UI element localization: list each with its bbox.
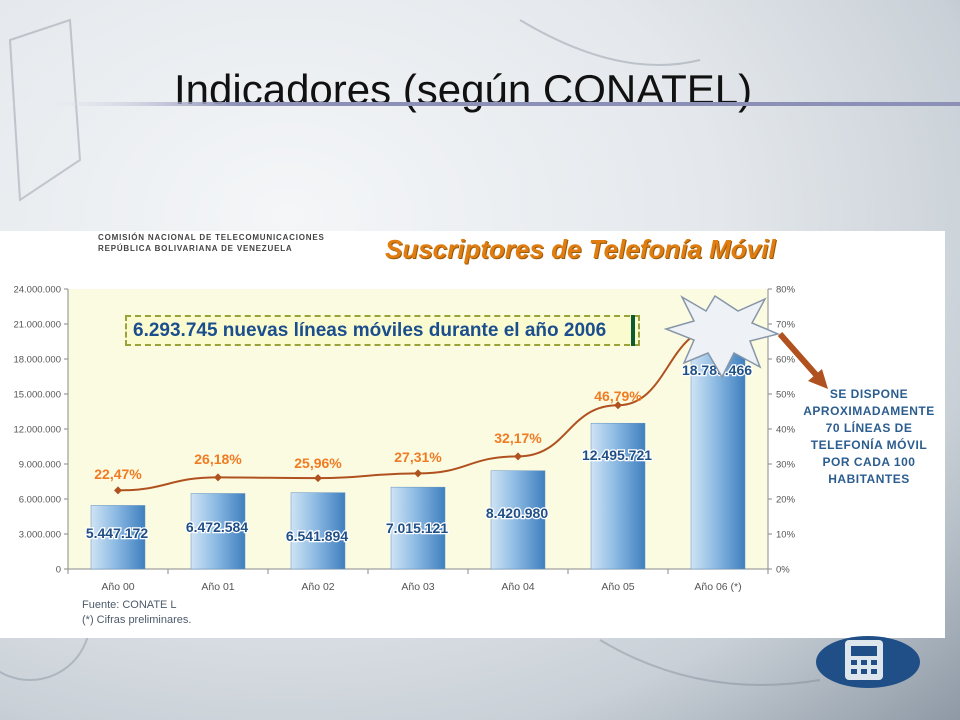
y-tick-label: 24.000.000 — [13, 285, 61, 296]
bar — [590, 422, 646, 570]
side-note-line: TELEFONÍA MÓVIL — [810, 438, 928, 452]
y-tick-label: 9.000.000 — [19, 460, 61, 471]
side-note-line: APROXIMADAMENTE — [803, 404, 935, 418]
title-underline — [0, 102, 960, 106]
side-note-line: HABITANTES — [828, 472, 910, 486]
org-line-2: REPÚBLICA BOLIVARIANA DE VENEZUELA — [98, 244, 293, 253]
x-tick-label: Año 04 — [501, 581, 534, 593]
y2-tick-label: 20% — [776, 495, 796, 506]
y2-tick-label: 0% — [776, 565, 790, 576]
phone-logo-icon — [816, 636, 920, 688]
x-tick-label: Año 01 — [201, 581, 234, 593]
percentage-label: 25,96% — [294, 455, 342, 471]
x-tick-label: Año 05 — [601, 581, 634, 593]
y2-tick-label: 70% — [776, 320, 796, 331]
line-marker — [314, 474, 322, 483]
percentage-label: 22,47% — [94, 466, 142, 482]
bar-value-label: 6.541.894 — [286, 528, 348, 544]
bar-value-label: 12.495.721 — [582, 447, 652, 463]
bar — [690, 349, 746, 570]
percentage-label: 46,79% — [594, 388, 642, 404]
y-tick-label: 3.000.000 — [19, 530, 61, 541]
side-note: SE DISPONE APROXIMADAMENTE 70 LÍNEAS DE … — [788, 386, 950, 488]
x-tick-label: Año 03 — [401, 581, 434, 593]
side-note-line: SE DISPONE — [829, 387, 909, 401]
bar — [490, 470, 546, 570]
line-marker — [614, 401, 622, 410]
y-tick-label: 0 — [56, 565, 61, 576]
chart-title: Suscriptores de Telefonía Móvil — [385, 234, 776, 264]
side-note-line: POR CADA 100 — [822, 455, 916, 469]
bar-value-label: 8.420.980 — [486, 505, 548, 521]
line-marker — [214, 473, 222, 482]
y2-tick-label: 40% — [776, 425, 796, 436]
y-tick-label: 18.000.000 — [13, 355, 61, 366]
y-tick-label: 12.000.000 — [13, 425, 61, 436]
y2-tick-label: 50% — [776, 390, 796, 401]
bar — [90, 505, 146, 570]
x-tick-label: Año 00 — [101, 581, 134, 593]
callout-marker — [631, 315, 635, 346]
line-marker — [514, 452, 522, 461]
source-footnote: (*) Cifras preliminares. — [82, 614, 192, 626]
bar — [290, 492, 346, 570]
source-line: Fuente: CONATE L — [82, 599, 177, 611]
y2-tick-label: 10% — [776, 530, 796, 541]
y-tick-label: 15.000.000 — [13, 390, 61, 401]
y-tick-label: 21.000.000 — [13, 320, 61, 331]
x-tick-label: Año 02 — [301, 581, 334, 593]
y-tick-label: 6.000.000 — [19, 495, 61, 506]
y2-tick-label: 60% — [776, 355, 796, 366]
side-note-line: 70 LÍNEAS DE — [825, 421, 913, 435]
bar-value-label: 6.472.584 — [186, 519, 248, 535]
arrow-to-note — [777, 332, 828, 389]
percentage-label: 32,17% — [494, 430, 542, 446]
y2-tick-label: 30% — [776, 460, 796, 471]
percentage-label: 26,18% — [194, 451, 242, 467]
line-marker — [114, 486, 122, 495]
bar-value-label: 5.447.172 — [86, 525, 148, 541]
org-line-1: COMISIÓN NACIONAL DE TELECOMUNICACIONES — [98, 233, 325, 242]
y2-tick-label: 80% — [776, 285, 796, 296]
source-note: Fuente: CONATE L (*) Cifras preliminares… — [82, 598, 191, 628]
bar — [190, 493, 246, 570]
percentage-label: 27,31% — [394, 449, 442, 465]
starburst-highlight — [663, 294, 781, 379]
callout-box: 6.293.745 nuevas líneas móviles durante … — [125, 315, 640, 346]
chart-panel: 0 0% 3.000.000 10% 6.000.000 20% 9.000.000 30% 1… — [0, 231, 945, 638]
subscribers-chart: 0 0% 3.000.000 10% 6.000.000 20% 9.000.000 30% 1… — [13, 285, 828, 593]
line-marker — [414, 469, 422, 478]
bar — [390, 486, 446, 570]
bar-value-label: 7.015.121 — [386, 520, 448, 536]
x-tick-label: Año 06 (*) — [694, 581, 741, 593]
